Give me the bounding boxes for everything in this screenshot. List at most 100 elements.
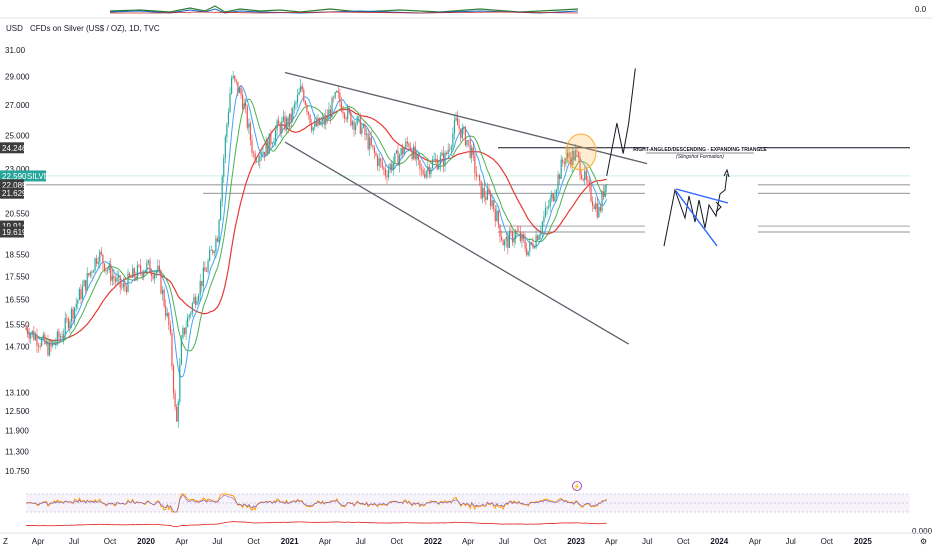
candle xyxy=(53,342,55,345)
candle xyxy=(381,155,383,171)
candle xyxy=(546,205,548,216)
settings-icon[interactable]: ⚙ xyxy=(920,537,927,546)
trendline[interactable] xyxy=(284,141,630,345)
trendlines xyxy=(284,71,648,345)
candle xyxy=(150,268,153,283)
price-badges: 24.24622.590SILVER22.08921.62919.91419.6… xyxy=(0,142,55,238)
candle xyxy=(365,128,368,140)
candle xyxy=(475,166,478,181)
candle xyxy=(66,313,68,323)
candle xyxy=(209,246,211,262)
candle xyxy=(185,320,187,341)
candle xyxy=(464,125,467,147)
candle xyxy=(408,141,410,150)
candle xyxy=(301,82,303,93)
price-badge: 24.246 xyxy=(0,142,27,154)
candle xyxy=(565,157,567,168)
pattern-subtitle: (Slingshot Formation) xyxy=(676,154,724,160)
candle xyxy=(235,79,237,85)
candle xyxy=(204,261,206,272)
candle xyxy=(467,139,470,147)
candle xyxy=(72,306,74,323)
candle xyxy=(205,266,208,273)
candle xyxy=(292,106,294,123)
candle xyxy=(252,150,255,159)
candle xyxy=(77,299,79,310)
candle xyxy=(83,279,85,287)
candle xyxy=(33,326,35,341)
candle xyxy=(598,202,600,219)
candle xyxy=(158,260,161,274)
candle xyxy=(37,342,40,353)
candle xyxy=(172,363,175,400)
candle xyxy=(389,162,391,174)
candle xyxy=(215,234,217,259)
candle xyxy=(47,334,49,357)
candle xyxy=(191,301,193,317)
candle xyxy=(538,233,540,241)
trendline[interactable] xyxy=(284,71,648,165)
candle xyxy=(182,325,184,340)
candle xyxy=(245,98,247,114)
candle xyxy=(441,149,443,157)
candle xyxy=(56,329,58,347)
ma-blue-line xyxy=(25,84,608,378)
y-tick-label: 14.700 xyxy=(5,343,30,352)
candle xyxy=(384,164,387,180)
candle xyxy=(370,130,372,147)
candle xyxy=(147,259,150,266)
x-tick-label: Jul xyxy=(212,537,222,546)
x-tick-label: Oct xyxy=(247,537,260,546)
candle xyxy=(210,245,212,251)
candle xyxy=(50,339,52,352)
candle xyxy=(309,113,311,125)
y-tick-label: 12.500 xyxy=(5,407,30,416)
candle xyxy=(395,149,397,155)
x-tick-label: 2024 xyxy=(710,537,728,546)
candle xyxy=(427,160,429,179)
candle xyxy=(398,153,401,173)
x-tick-label: 2023 xyxy=(567,537,585,546)
candle xyxy=(435,152,437,164)
candle xyxy=(99,249,101,269)
candle xyxy=(176,404,178,423)
candle xyxy=(177,399,179,429)
candle xyxy=(334,91,336,100)
candle xyxy=(491,193,493,210)
candle xyxy=(540,225,542,240)
candle xyxy=(226,122,228,143)
candle xyxy=(574,143,576,161)
candle xyxy=(488,184,490,196)
alert-icon[interactable] xyxy=(572,481,582,491)
price-badge: 22.590 SILVER xyxy=(0,170,55,182)
candle xyxy=(458,118,460,134)
candle xyxy=(318,117,321,126)
timezone-button[interactable]: Z xyxy=(3,537,8,546)
x-tick-label: 2022 xyxy=(424,537,442,546)
x-tick-label: Apr xyxy=(462,537,475,546)
candle xyxy=(256,157,258,164)
candle xyxy=(364,121,366,141)
candle xyxy=(345,116,347,123)
candle xyxy=(202,261,204,292)
bottom-corner-value: 0.000 xyxy=(912,527,932,536)
highlight-circle xyxy=(565,133,597,171)
candle xyxy=(499,223,501,243)
candle xyxy=(97,256,99,268)
candle xyxy=(500,230,503,242)
candle xyxy=(45,338,48,347)
x-tick-label: Apr xyxy=(605,537,618,546)
price-badge: 19.619 xyxy=(0,226,27,238)
candle xyxy=(221,174,223,207)
candle xyxy=(442,146,445,173)
candle xyxy=(331,95,333,118)
candle xyxy=(278,115,280,125)
candle xyxy=(111,269,113,286)
candle xyxy=(483,181,485,203)
candle xyxy=(207,258,209,274)
candle xyxy=(551,190,553,203)
candle xyxy=(179,358,181,406)
candle xyxy=(218,219,220,245)
candle xyxy=(271,141,274,148)
